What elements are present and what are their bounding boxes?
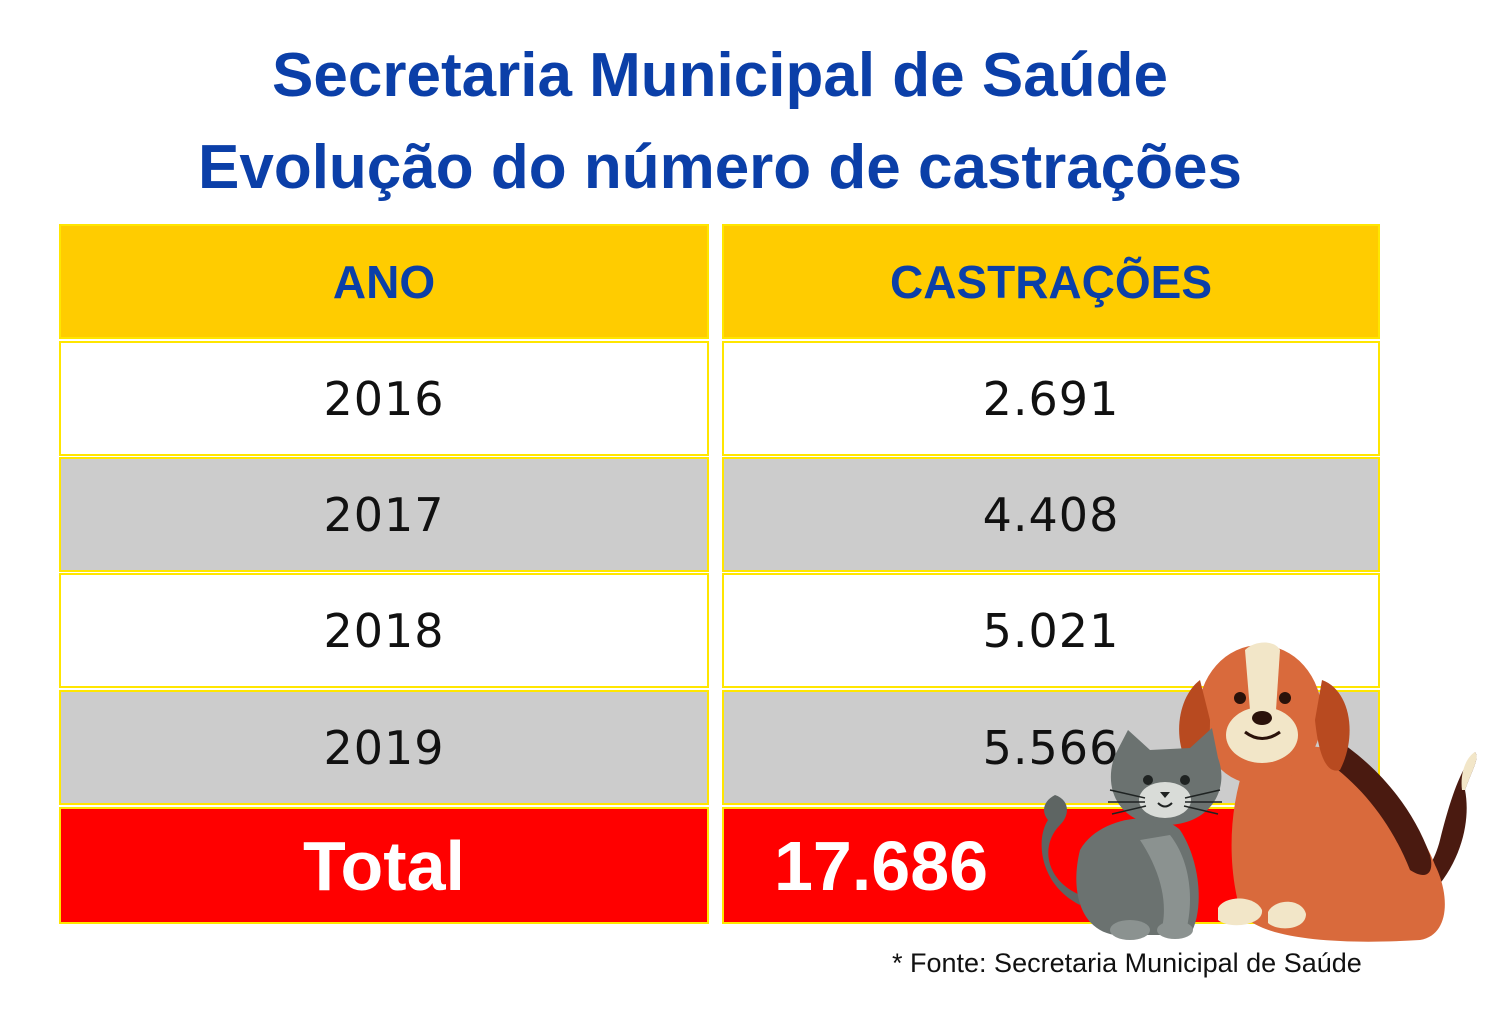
source-note: * Fonte: Secretaria Municipal de Saúde xyxy=(892,948,1362,978)
page-subtitle: Evolução do número de castrações xyxy=(197,133,1242,202)
page-title: Secretaria Municipal de Saúde xyxy=(272,41,1168,110)
total-label: Total xyxy=(59,807,709,924)
table-row-year: 2019 xyxy=(59,690,709,805)
header-year: ANO xyxy=(59,224,709,339)
table-row-value: 2.691 xyxy=(722,341,1380,456)
table-row-year: 2016 xyxy=(59,341,709,456)
header-castrations: CASTRAÇÕES xyxy=(722,224,1380,339)
year-column: ANO 2016 2017 2018 2019 Total xyxy=(59,224,709,926)
cat-and-dog-illustration xyxy=(1041,642,1477,942)
table-row-year: 2017 xyxy=(59,457,709,572)
table-row-value: 4.408 xyxy=(722,457,1380,572)
table-row-year: 2018 xyxy=(59,573,709,688)
